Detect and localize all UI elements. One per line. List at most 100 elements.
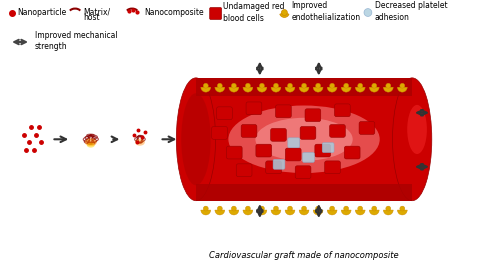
Bar: [196, 78, 412, 201]
Wedge shape: [370, 87, 379, 92]
Ellipse shape: [228, 105, 380, 173]
Wedge shape: [280, 13, 289, 17]
Bar: [196, 183, 412, 201]
FancyBboxPatch shape: [256, 144, 272, 157]
FancyBboxPatch shape: [286, 148, 301, 161]
Circle shape: [288, 206, 292, 211]
Ellipse shape: [181, 93, 210, 185]
Wedge shape: [356, 210, 365, 215]
Circle shape: [330, 83, 334, 88]
Wedge shape: [257, 87, 267, 92]
Wedge shape: [341, 210, 351, 215]
Wedge shape: [384, 210, 393, 215]
Circle shape: [358, 206, 362, 211]
Ellipse shape: [87, 143, 94, 148]
FancyBboxPatch shape: [226, 146, 242, 159]
Wedge shape: [285, 210, 295, 215]
FancyBboxPatch shape: [266, 161, 281, 174]
Circle shape: [260, 206, 264, 211]
FancyBboxPatch shape: [246, 102, 262, 115]
Wedge shape: [215, 87, 224, 92]
Wedge shape: [299, 210, 309, 215]
Circle shape: [288, 83, 292, 88]
FancyBboxPatch shape: [210, 8, 222, 19]
Text: Decreased platelet
adhesion: Decreased platelet adhesion: [375, 2, 448, 22]
FancyBboxPatch shape: [359, 122, 375, 134]
Circle shape: [302, 83, 306, 88]
Wedge shape: [271, 87, 281, 92]
FancyBboxPatch shape: [302, 153, 314, 162]
Circle shape: [330, 206, 334, 211]
FancyBboxPatch shape: [305, 109, 321, 122]
Text: Improved
endothelialization: Improved endothelialization: [292, 2, 360, 22]
Wedge shape: [215, 210, 224, 215]
Circle shape: [400, 83, 405, 88]
Ellipse shape: [407, 105, 427, 154]
Circle shape: [218, 206, 222, 211]
Circle shape: [218, 83, 222, 88]
Circle shape: [274, 83, 278, 88]
Text: host: host: [83, 13, 100, 22]
Wedge shape: [327, 210, 337, 215]
Wedge shape: [341, 87, 351, 92]
Wedge shape: [313, 210, 323, 215]
Circle shape: [282, 10, 288, 16]
Text: Nanocomposite: Nanocomposite: [144, 8, 204, 17]
Circle shape: [246, 83, 250, 88]
FancyBboxPatch shape: [322, 143, 334, 153]
Circle shape: [386, 206, 390, 211]
FancyBboxPatch shape: [236, 164, 252, 177]
Circle shape: [344, 83, 348, 88]
Wedge shape: [299, 87, 309, 92]
Circle shape: [316, 83, 320, 88]
Wedge shape: [313, 87, 323, 92]
FancyBboxPatch shape: [324, 161, 340, 174]
Circle shape: [372, 206, 376, 211]
Circle shape: [204, 206, 208, 211]
Bar: [196, 78, 412, 96]
Wedge shape: [201, 210, 210, 215]
Circle shape: [316, 206, 320, 211]
Wedge shape: [398, 210, 407, 215]
Wedge shape: [398, 87, 407, 92]
Wedge shape: [243, 210, 253, 215]
FancyBboxPatch shape: [344, 146, 360, 159]
Circle shape: [364, 9, 372, 16]
FancyBboxPatch shape: [276, 105, 291, 118]
FancyBboxPatch shape: [270, 129, 286, 141]
Ellipse shape: [135, 139, 145, 146]
FancyBboxPatch shape: [300, 126, 316, 139]
Wedge shape: [370, 210, 379, 215]
Circle shape: [358, 83, 362, 88]
Wedge shape: [384, 87, 393, 92]
Ellipse shape: [392, 78, 432, 201]
FancyBboxPatch shape: [295, 166, 311, 179]
FancyBboxPatch shape: [216, 107, 232, 120]
Wedge shape: [229, 210, 239, 215]
FancyBboxPatch shape: [241, 125, 257, 137]
Circle shape: [246, 206, 250, 211]
FancyBboxPatch shape: [330, 125, 345, 137]
Circle shape: [274, 206, 278, 211]
Text: Nanoparticle: Nanoparticle: [17, 8, 66, 17]
Wedge shape: [285, 87, 295, 92]
Ellipse shape: [85, 138, 96, 146]
Wedge shape: [243, 87, 253, 92]
Wedge shape: [327, 87, 337, 92]
FancyBboxPatch shape: [315, 144, 330, 157]
FancyBboxPatch shape: [273, 160, 285, 169]
Circle shape: [302, 206, 306, 211]
Text: Undamaged red
blood cells: Undamaged red blood cells: [224, 2, 285, 23]
Circle shape: [344, 206, 348, 211]
Wedge shape: [356, 87, 365, 92]
Circle shape: [372, 83, 376, 88]
Circle shape: [400, 206, 405, 211]
Text: Cardiovascular graft made of nanocomposite: Cardiovascular graft made of nanocomposi…: [209, 251, 399, 260]
Text: Matrix/: Matrix/: [83, 7, 110, 16]
FancyBboxPatch shape: [288, 138, 300, 148]
Circle shape: [386, 83, 390, 88]
Ellipse shape: [256, 118, 352, 161]
FancyBboxPatch shape: [334, 104, 350, 117]
Wedge shape: [229, 87, 239, 92]
Ellipse shape: [176, 78, 216, 201]
